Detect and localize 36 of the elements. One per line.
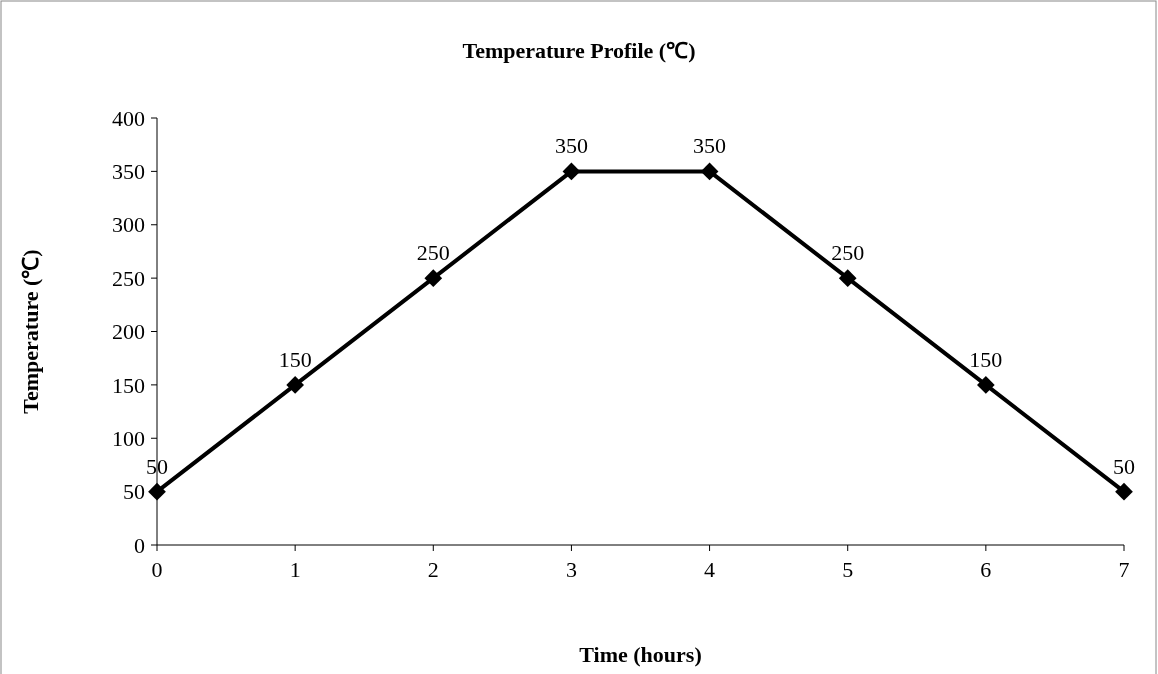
y-tick-label: 300 bbox=[112, 212, 145, 238]
x-tick-label: 2 bbox=[427, 557, 439, 582]
x-axis-title: Time (hours) bbox=[579, 642, 702, 667]
data-label: 250 bbox=[416, 240, 450, 266]
data-label: 150 bbox=[969, 346, 1003, 372]
point bbox=[424, 269, 443, 287]
y-tick-label: 0 bbox=[134, 532, 145, 558]
point bbox=[1115, 482, 1133, 501]
x-tick-label: 0 bbox=[151, 557, 163, 582]
point bbox=[700, 162, 719, 181]
point bbox=[148, 482, 166, 501]
data-label: 50 bbox=[146, 453, 168, 479]
x-tick-label: 7 bbox=[1118, 557, 1130, 582]
x-tick-label: 4 bbox=[704, 557, 716, 582]
x-tick-label: 6 bbox=[980, 557, 992, 582]
data-label: 350 bbox=[554, 133, 588, 159]
chart-title: Temperature Profile (℃) bbox=[462, 38, 696, 63]
y-tick-label: 400 bbox=[112, 105, 145, 131]
data-label: 350 bbox=[693, 133, 727, 159]
point bbox=[838, 269, 857, 287]
y-tick-label: 150 bbox=[112, 372, 145, 398]
y-tick-label: 200 bbox=[112, 319, 145, 345]
point bbox=[286, 376, 304, 394]
point bbox=[977, 376, 995, 394]
y-tick-label: 350 bbox=[112, 159, 145, 185]
x-tick-label: 3 bbox=[565, 557, 577, 582]
y-tick-label: 250 bbox=[112, 265, 145, 291]
data-label: 50 bbox=[1113, 453, 1135, 479]
x-tick-label: 5 bbox=[842, 557, 854, 582]
point bbox=[562, 162, 581, 181]
y-tick-label: 50 bbox=[123, 479, 145, 505]
x-tick-label: 1 bbox=[289, 557, 301, 582]
y-tick-label: 100 bbox=[112, 425, 145, 451]
data-label: 250 bbox=[831, 240, 865, 266]
y-axis-title: Temperature (℃) bbox=[18, 249, 43, 414]
data-label: 150 bbox=[278, 346, 312, 372]
